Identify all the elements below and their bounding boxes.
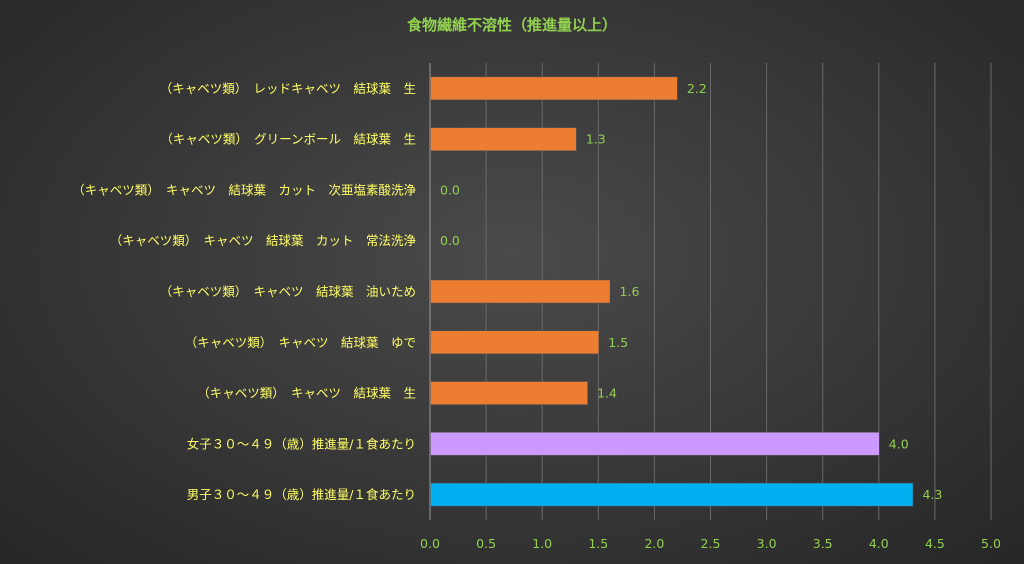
x-tick-label: 4.0 bbox=[869, 536, 889, 551]
category-label: （キャベツ類） キャベツ 結球葉 カット 次亜塩素酸洗浄 bbox=[72, 182, 416, 197]
data-label: 0.0 bbox=[440, 182, 460, 197]
x-tick-label: 3.5 bbox=[813, 536, 833, 551]
category-label: （キャベツ類） レッドキャベツ 結球葉 生 bbox=[160, 81, 416, 96]
data-label: 1.3 bbox=[586, 132, 606, 147]
bar bbox=[430, 432, 880, 456]
x-tick-label: 5.0 bbox=[981, 536, 1001, 551]
data-label: 1.5 bbox=[608, 335, 628, 350]
labels: 0.0 0.5 1.0 1.5 2.0 2.5 3.0 3.5 4.0 4.5 5.0 （キャベツ類）… bbox=[72, 81, 1001, 551]
bar bbox=[430, 482, 914, 507]
x-tick-label: 2.5 bbox=[701, 536, 721, 551]
category-label: （キャベツ類） キャベツ 結球葉 ゆで bbox=[185, 335, 416, 350]
category-label: （キャベツ類） グリーンボール 結球葉 生 bbox=[160, 132, 416, 147]
data-label: 1.6 bbox=[620, 284, 640, 299]
category-label: 男子３０～４９（歳）推進量/１食あたり bbox=[187, 487, 416, 502]
category-label: （キャベツ類） キャベツ 結球葉 生 bbox=[197, 386, 416, 401]
data-label: 0.0 bbox=[440, 233, 460, 248]
bar bbox=[430, 330, 600, 355]
bar bbox=[430, 127, 577, 151]
category-label: 女子３０～４９（歳）推進量/１食あたり bbox=[187, 436, 416, 451]
x-tick-label: 2.0 bbox=[644, 536, 664, 551]
category-label: （キャベツ類） キャベツ 結球葉 カット 常法洗浄 bbox=[110, 233, 417, 248]
data-label: 2.2 bbox=[687, 81, 707, 96]
bar bbox=[430, 381, 588, 405]
x-tick-label: 1.5 bbox=[588, 536, 608, 551]
x-tick-label: 3.0 bbox=[757, 536, 777, 551]
x-tick-label: 0.5 bbox=[476, 536, 496, 551]
chart-title: 食物繊維不溶性（推進量以上） bbox=[407, 16, 617, 34]
data-label: 4.0 bbox=[889, 436, 909, 451]
x-tick-label: 4.5 bbox=[925, 536, 945, 551]
data-label: 4.3 bbox=[922, 487, 942, 502]
category-label: （キャベツ類） キャベツ 結球葉 油いため bbox=[160, 284, 416, 299]
bar bbox=[430, 279, 611, 304]
x-tick-label: 0.0 bbox=[420, 536, 440, 551]
bars bbox=[430, 76, 914, 507]
x-tick-label: 1.0 bbox=[532, 536, 552, 551]
bar bbox=[430, 76, 678, 101]
data-label: 1.4 bbox=[597, 386, 617, 401]
